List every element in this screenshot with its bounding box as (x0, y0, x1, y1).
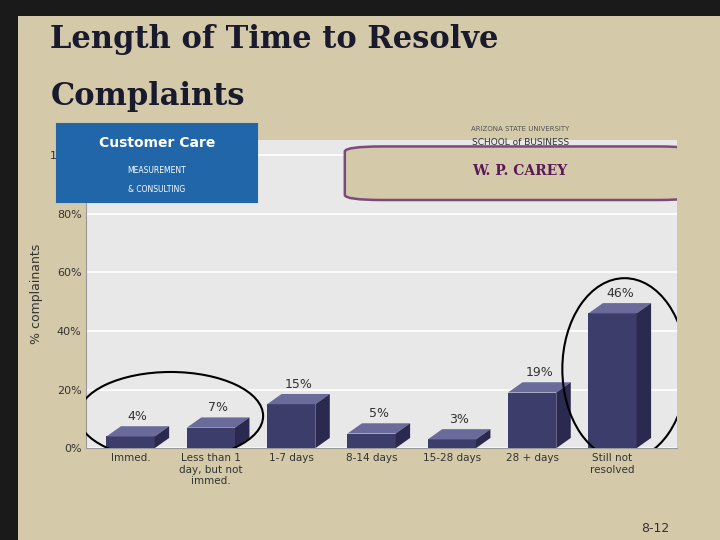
Polygon shape (348, 423, 410, 434)
Polygon shape (476, 429, 490, 448)
Polygon shape (636, 303, 651, 448)
Polygon shape (508, 382, 571, 393)
Text: 7%: 7% (208, 401, 228, 415)
Text: W. P. CAREY: W. P. CAREY (472, 164, 568, 178)
Polygon shape (315, 394, 330, 448)
Text: 5%: 5% (369, 407, 389, 420)
Polygon shape (107, 426, 169, 436)
Polygon shape (235, 417, 249, 448)
Polygon shape (557, 382, 571, 448)
Polygon shape (588, 303, 651, 313)
Polygon shape (428, 429, 490, 440)
Text: SCHOOL of BUSINESS: SCHOOL of BUSINESS (472, 138, 569, 147)
FancyBboxPatch shape (57, 124, 257, 202)
Bar (267, 404, 315, 448)
Text: 46%: 46% (606, 287, 634, 300)
Text: 4%: 4% (128, 410, 148, 423)
Text: 15%: 15% (284, 378, 312, 391)
Text: 19%: 19% (526, 366, 553, 379)
Polygon shape (396, 423, 410, 448)
Text: Customer Care: Customer Care (99, 136, 215, 150)
Bar (428, 440, 476, 448)
Polygon shape (267, 394, 330, 404)
Bar (186, 428, 235, 448)
Text: 3%: 3% (449, 413, 469, 426)
Bar (508, 393, 557, 448)
Text: & CONSULTING: & CONSULTING (128, 185, 186, 194)
Text: MEASUREMENT: MEASUREMENT (127, 166, 186, 175)
Bar (107, 436, 155, 448)
Text: ARIZONA STATE UNIVERSITY: ARIZONA STATE UNIVERSITY (471, 126, 570, 132)
Bar (588, 313, 636, 448)
Polygon shape (155, 426, 169, 448)
Y-axis label: % complainants: % complainants (30, 244, 43, 345)
Polygon shape (186, 417, 249, 428)
Text: Length of Time to Resolve: Length of Time to Resolve (50, 24, 499, 55)
Text: 8-12: 8-12 (642, 522, 670, 535)
Text: Complaints: Complaints (50, 81, 245, 112)
Bar (348, 434, 396, 448)
FancyBboxPatch shape (345, 146, 696, 200)
